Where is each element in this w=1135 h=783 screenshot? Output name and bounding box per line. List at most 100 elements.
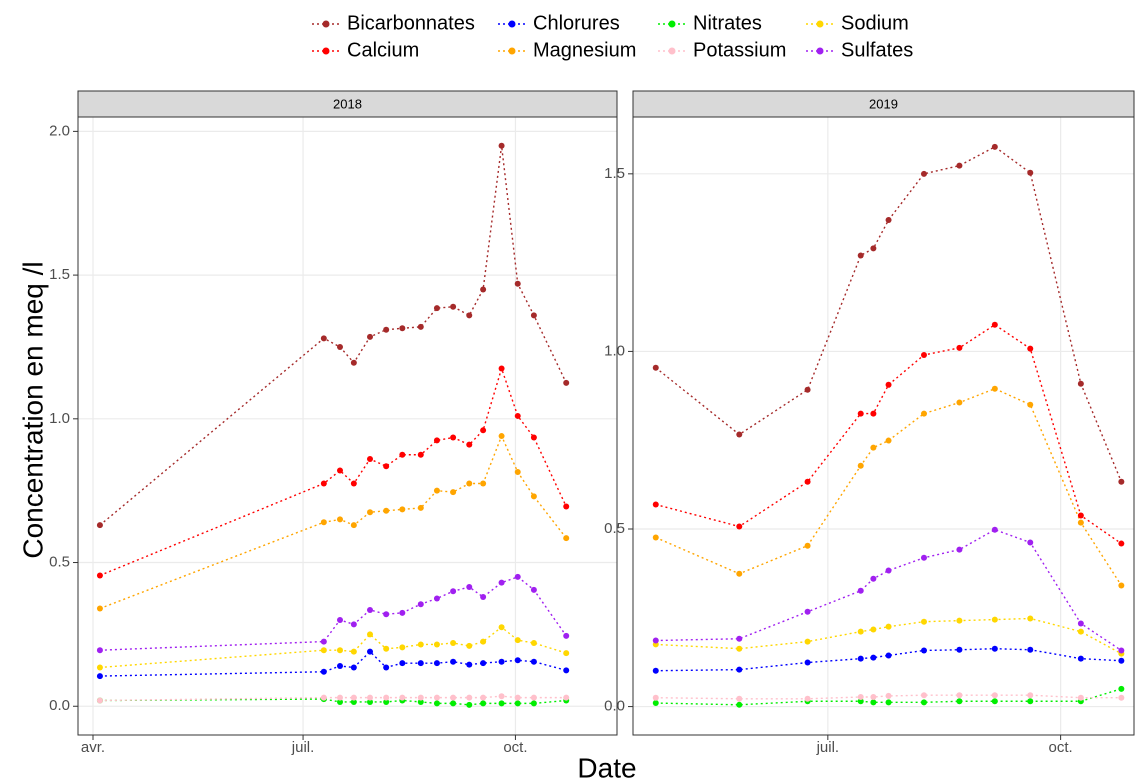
data-point <box>736 570 743 577</box>
data-point <box>96 605 103 612</box>
data-point <box>804 638 811 645</box>
data-point <box>563 667 570 674</box>
data-point <box>736 666 743 673</box>
data-point <box>1118 647 1125 654</box>
data-point <box>480 700 487 707</box>
data-point <box>433 437 440 444</box>
data-point <box>466 480 473 487</box>
data-point <box>1077 519 1084 526</box>
data-point <box>530 700 537 707</box>
data-point <box>1118 694 1125 701</box>
data-point <box>367 456 374 463</box>
panel-background <box>633 117 1134 735</box>
data-point <box>466 661 473 668</box>
data-point <box>433 595 440 602</box>
data-point <box>956 698 963 705</box>
data-point <box>991 526 998 533</box>
data-point <box>383 326 390 333</box>
data-point <box>466 441 473 448</box>
data-point <box>804 386 811 393</box>
data-point <box>350 522 357 529</box>
strip <box>632 90 1135 118</box>
data-point <box>870 654 877 661</box>
data-point <box>804 659 811 666</box>
legend-key-point <box>816 20 824 28</box>
data-point <box>1027 539 1034 546</box>
x-tick-label: avr. <box>81 739 105 756</box>
y-tick-label: 1.0 <box>604 342 625 359</box>
data-point <box>367 509 374 516</box>
data-point <box>498 433 505 440</box>
data-point <box>350 694 357 701</box>
legend-label: Chlorures <box>533 12 620 34</box>
data-point <box>920 410 927 417</box>
y-tick-label: 0.5 <box>49 554 70 571</box>
data-point <box>383 664 390 671</box>
data-point <box>956 399 963 406</box>
data-point <box>1027 646 1034 653</box>
data-point <box>1027 692 1034 699</box>
data-point <box>383 507 390 514</box>
data-point <box>367 333 374 340</box>
data-point <box>399 325 406 332</box>
data-point <box>652 364 659 371</box>
data-point <box>350 698 357 705</box>
y-tick-label: 1.0 <box>49 410 70 427</box>
data-point <box>870 699 877 706</box>
data-point <box>920 554 927 561</box>
data-point <box>1118 657 1125 664</box>
series-line <box>99 576 567 651</box>
data-point <box>563 379 570 386</box>
data-point <box>450 640 457 647</box>
data-point <box>96 647 103 654</box>
data-point <box>1077 628 1084 635</box>
data-point <box>336 694 343 701</box>
data-point <box>804 695 811 702</box>
strip-label: 2018 <box>333 96 362 111</box>
data-point <box>991 143 998 150</box>
y-axis-label: Concentration en meq /l <box>17 261 48 558</box>
data-point <box>563 503 570 510</box>
data-point <box>652 501 659 508</box>
data-point <box>383 463 390 470</box>
data-point <box>498 693 505 700</box>
data-point <box>736 523 743 530</box>
data-point <box>920 647 927 654</box>
data-point <box>498 658 505 665</box>
y-tick-label: 2.0 <box>49 122 70 139</box>
data-point <box>350 480 357 487</box>
series-line <box>655 694 1122 700</box>
data-point <box>498 579 505 586</box>
data-point <box>956 162 963 169</box>
data-point <box>383 611 390 618</box>
data-point <box>857 587 864 594</box>
data-point <box>857 693 864 700</box>
data-point <box>736 695 743 702</box>
data-point <box>736 635 743 642</box>
data-point <box>320 668 327 675</box>
data-point <box>736 645 743 652</box>
data-point <box>350 664 357 671</box>
data-point <box>870 444 877 451</box>
data-point <box>450 700 457 707</box>
legend-label: Bicarbonnates <box>347 12 475 34</box>
data-point <box>885 699 892 706</box>
panel-background <box>78 117 617 735</box>
data-point <box>514 573 521 580</box>
data-point <box>336 516 343 523</box>
x-tick-label: juil. <box>816 739 840 756</box>
data-point <box>417 660 424 667</box>
data-point <box>920 170 927 177</box>
data-point <box>383 645 390 652</box>
data-point <box>433 660 440 667</box>
y-tick-label: 1.5 <box>49 266 70 283</box>
legend-key-point <box>668 47 676 55</box>
data-point <box>870 693 877 700</box>
data-point <box>1077 694 1084 701</box>
data-point <box>417 694 424 701</box>
data-point <box>956 546 963 553</box>
data-point <box>991 692 998 699</box>
data-point <box>367 648 374 655</box>
data-point <box>1118 685 1125 692</box>
